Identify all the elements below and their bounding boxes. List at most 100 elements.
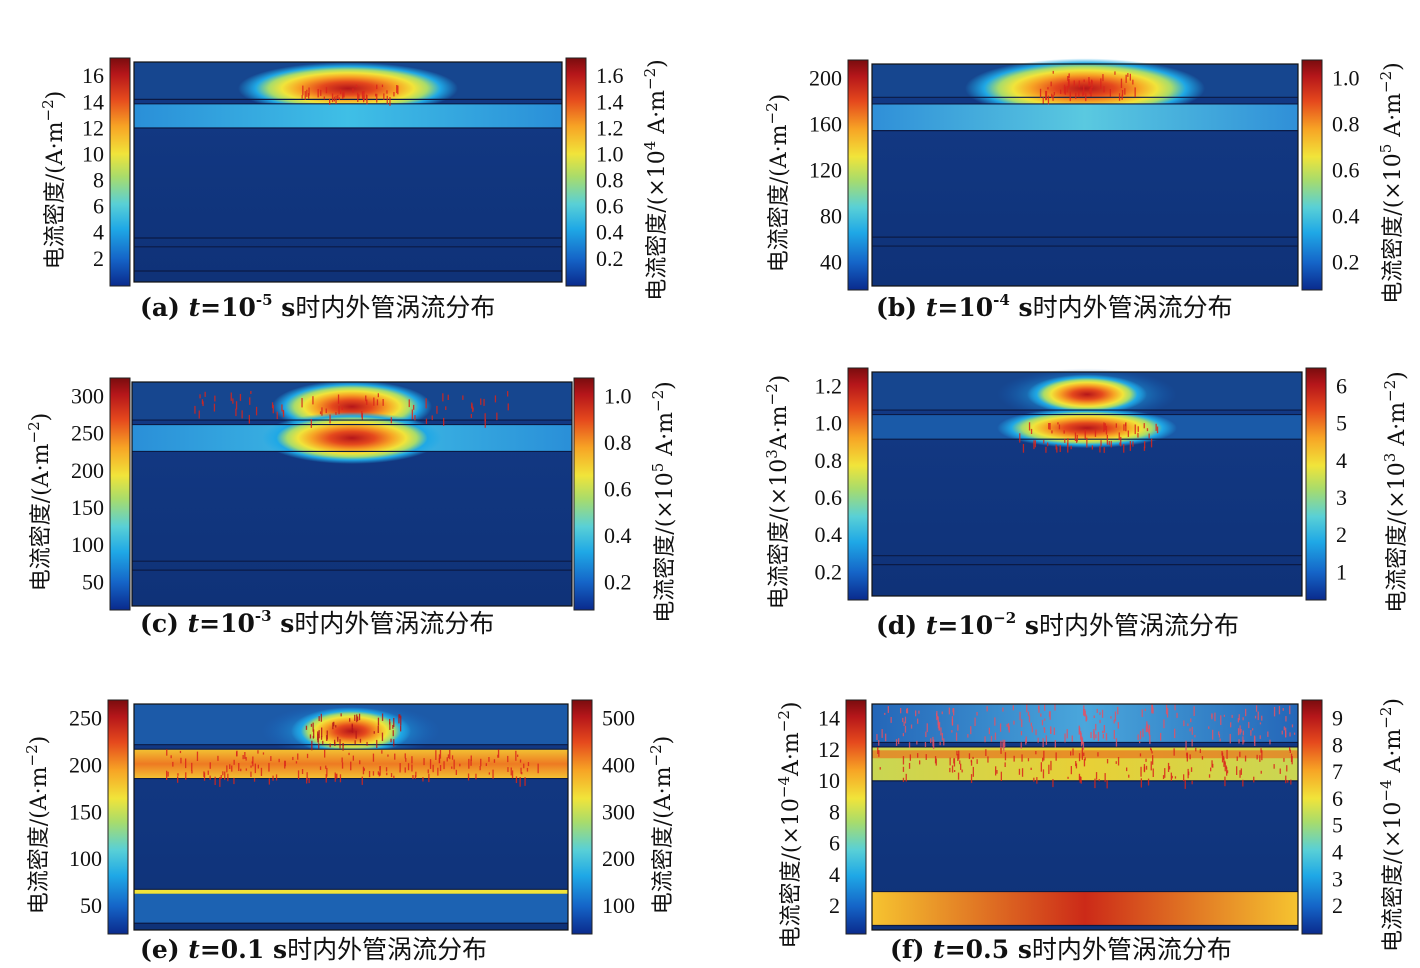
speckle	[1045, 735, 1047, 745]
speckle	[1083, 759, 1086, 767]
speckle	[1236, 756, 1238, 761]
speckle	[191, 770, 193, 774]
speckle	[229, 764, 231, 769]
left-tick-label: 0.6	[815, 485, 843, 510]
speckle	[902, 777, 905, 782]
speckle	[335, 725, 337, 728]
axis-unit-close: )	[1381, 698, 1406, 707]
panel-caption: (b) t=10-4 s时内外管涡流分布	[876, 291, 1233, 322]
speckle	[492, 769, 494, 779]
speckle	[226, 765, 228, 773]
axis-unit: (A·m	[43, 121, 68, 173]
axis-unit: (×10	[767, 459, 792, 514]
speckle	[1201, 756, 1204, 760]
inner-tube-bottom	[872, 891, 1298, 926]
speckle	[520, 767, 522, 774]
speckle	[337, 736, 339, 742]
left-tick-label: 50	[82, 569, 104, 594]
speckle	[951, 719, 954, 726]
speckle	[393, 718, 395, 727]
speckle	[521, 772, 523, 775]
speckle	[376, 84, 378, 90]
speckle	[390, 738, 392, 743]
speckle	[361, 413, 363, 420]
speckle	[1282, 708, 1284, 711]
speckle	[1059, 445, 1061, 452]
speckle	[276, 411, 278, 420]
speckle	[1060, 89, 1062, 94]
speckle	[496, 412, 498, 421]
speckle	[268, 762, 270, 772]
left-tick-label: 40	[820, 250, 842, 275]
speckle	[349, 718, 351, 722]
speckle	[984, 736, 986, 743]
speckle	[507, 767, 509, 772]
speckle	[1244, 755, 1247, 762]
speckle	[1067, 76, 1069, 81]
speckle	[462, 395, 464, 400]
speckle	[1007, 723, 1010, 730]
speckle	[436, 405, 438, 414]
speckle	[377, 393, 379, 398]
right-tick-label: 1.6	[596, 63, 624, 88]
panel-caption: (d) t=10−2 s时内外管涡流分布	[876, 609, 1239, 640]
speckle	[1120, 436, 1122, 447]
speckle	[1142, 728, 1144, 737]
speckle	[1260, 748, 1262, 753]
speckle	[1186, 753, 1188, 762]
speckle	[955, 732, 958, 741]
speckle	[976, 712, 978, 716]
right-tick-label: 1.0	[1332, 65, 1360, 90]
speckle	[325, 765, 327, 769]
speckle	[242, 755, 244, 760]
axis-prefix: 电流密度/	[1385, 517, 1410, 613]
speckle	[1137, 432, 1139, 438]
speckle	[961, 769, 963, 773]
speckle	[1088, 77, 1090, 87]
speckle	[485, 763, 487, 766]
speckle	[335, 412, 337, 415]
right-tick-label: 5	[1332, 813, 1343, 838]
speckle	[1052, 94, 1054, 101]
speckle	[1151, 751, 1153, 754]
speckle	[1078, 753, 1081, 762]
speckle	[1287, 780, 1289, 783]
speckle	[1242, 730, 1244, 736]
left-axis-label: 电流密度/(×10−4A·m−2)	[775, 701, 804, 948]
speckle	[967, 734, 969, 738]
speckle	[317, 89, 319, 98]
speckle	[1043, 750, 1045, 761]
speckle	[415, 771, 417, 777]
speckle	[431, 415, 433, 421]
speckle	[1260, 770, 1262, 774]
speckle	[1174, 776, 1177, 779]
left-tick-label: 10	[82, 142, 104, 167]
speckle	[1054, 704, 1056, 711]
speckle	[1145, 725, 1147, 733]
speckle	[399, 714, 401, 719]
caption-label: (a)	[140, 293, 189, 322]
speckle	[1084, 429, 1086, 439]
speckle	[936, 713, 938, 717]
speckle	[994, 732, 997, 740]
speckle	[1289, 705, 1291, 715]
speckle	[1134, 424, 1136, 435]
speckle	[515, 776, 518, 783]
speckle	[1022, 444, 1025, 453]
speckle	[355, 730, 357, 739]
speckle	[1239, 751, 1241, 757]
panel-caption: (c) t=10-3 s时内外管涡流分布	[140, 607, 494, 638]
speckle	[407, 763, 410, 771]
axis-unit-exponent: −2	[775, 710, 793, 732]
speckle	[1128, 774, 1130, 778]
speckle	[336, 773, 338, 779]
speckle	[1074, 432, 1077, 441]
speckle	[1079, 727, 1081, 734]
speckle	[365, 395, 367, 402]
caption-label: (c)	[140, 609, 188, 638]
speckle	[1021, 754, 1023, 762]
speckle	[1160, 732, 1162, 741]
axis-unit-tail: A·m	[1381, 729, 1406, 780]
speckle	[177, 773, 179, 776]
speckle	[951, 765, 954, 773]
